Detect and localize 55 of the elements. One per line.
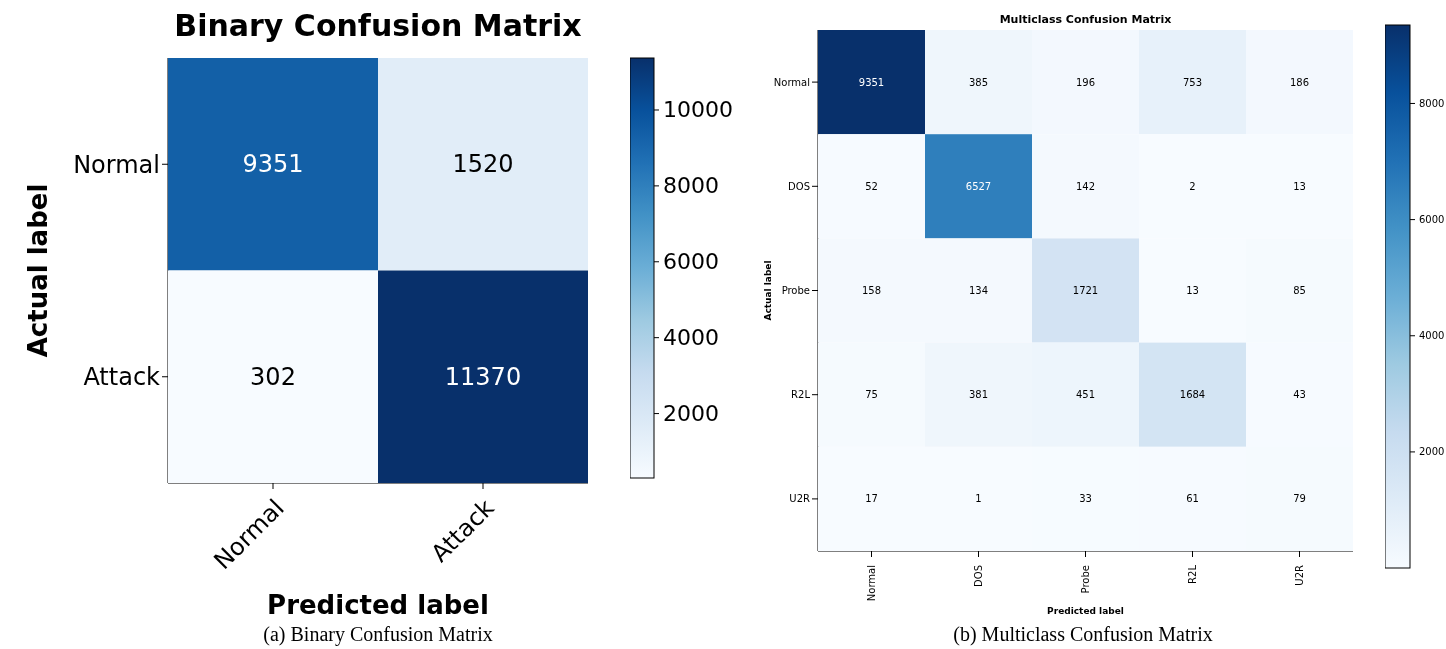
- x-tick-label: R2L: [1187, 564, 1198, 584]
- data-label: 134: [968, 285, 989, 296]
- data-label: 1520: [452, 150, 514, 179]
- x-axis-title: Predicted label: [267, 590, 489, 620]
- data-label: 158: [861, 285, 882, 296]
- x-axis-title: Predicted label: [1047, 606, 1124, 616]
- data-label: 1721: [1072, 285, 1099, 296]
- data-label: 381: [968, 389, 989, 401]
- data-label: 9351: [858, 76, 885, 88]
- y-axis-title: Actual label: [23, 183, 53, 358]
- data-label: 6527: [965, 180, 992, 192]
- data-label: 196: [1075, 76, 1096, 88]
- color-bar-label: 2000: [663, 401, 719, 427]
- y-axis-title: Actual label: [763, 260, 773, 321]
- color-bar-label: 6000: [1419, 214, 1445, 226]
- color-bar-label: 8000: [663, 173, 719, 199]
- text: (b) Multiclass Confusion Matrix: [952, 623, 1214, 646]
- x-tick-label: DOS: [973, 565, 984, 587]
- data-label: 11370: [444, 362, 522, 391]
- data-label: 753: [1182, 76, 1203, 88]
- data-label: 43: [1293, 389, 1306, 401]
- data-label: 186: [1289, 76, 1310, 88]
- color-bar-label: 10000: [663, 97, 733, 123]
- color-bar-label: 8000: [1419, 97, 1445, 109]
- chart-title: Multiclass Confusion Matrix: [998, 13, 1173, 26]
- data-label: 1684: [1179, 389, 1206, 401]
- data-label: 13: [1186, 285, 1199, 296]
- y-tick-label: DOS: [788, 180, 810, 192]
- data-label: 75: [865, 389, 878, 401]
- data-label: 33: [1079, 493, 1092, 505]
- y-tick-label: Probe: [781, 285, 810, 297]
- data-label: 17: [865, 493, 878, 505]
- color-bar-label: 2000: [1419, 446, 1445, 458]
- x-tick-label: U2R: [1294, 564, 1305, 586]
- data-label: 302: [250, 362, 296, 391]
- chart-title: Binary Confusion Matrix: [173, 8, 583, 43]
- data-label: 52: [865, 180, 878, 192]
- data-label: 451: [1075, 389, 1096, 401]
- data-label: 1: [975, 493, 982, 505]
- color-bar-label: 6000: [663, 249, 719, 275]
- data-label: 85: [1293, 285, 1306, 296]
- data-label: 2: [1189, 180, 1196, 192]
- data-label: 79: [1293, 493, 1306, 505]
- y-tick-label: R2L: [791, 389, 811, 401]
- text: (a) Binary Confusion Matrix: [262, 623, 494, 646]
- x-tick-label: Probe: [1080, 565, 1091, 594]
- data-label: 142: [1075, 180, 1096, 192]
- data-label: 61: [1186, 493, 1199, 505]
- y-tick-label: Normal: [773, 76, 810, 88]
- color-bar-label: 4000: [1419, 330, 1445, 342]
- data-label: 13: [1293, 180, 1306, 192]
- color-bar-label: 4000: [663, 325, 719, 351]
- data-label: 385: [968, 76, 989, 88]
- x-tick-label: Normal: [866, 565, 877, 602]
- data-label: 9351: [242, 150, 304, 179]
